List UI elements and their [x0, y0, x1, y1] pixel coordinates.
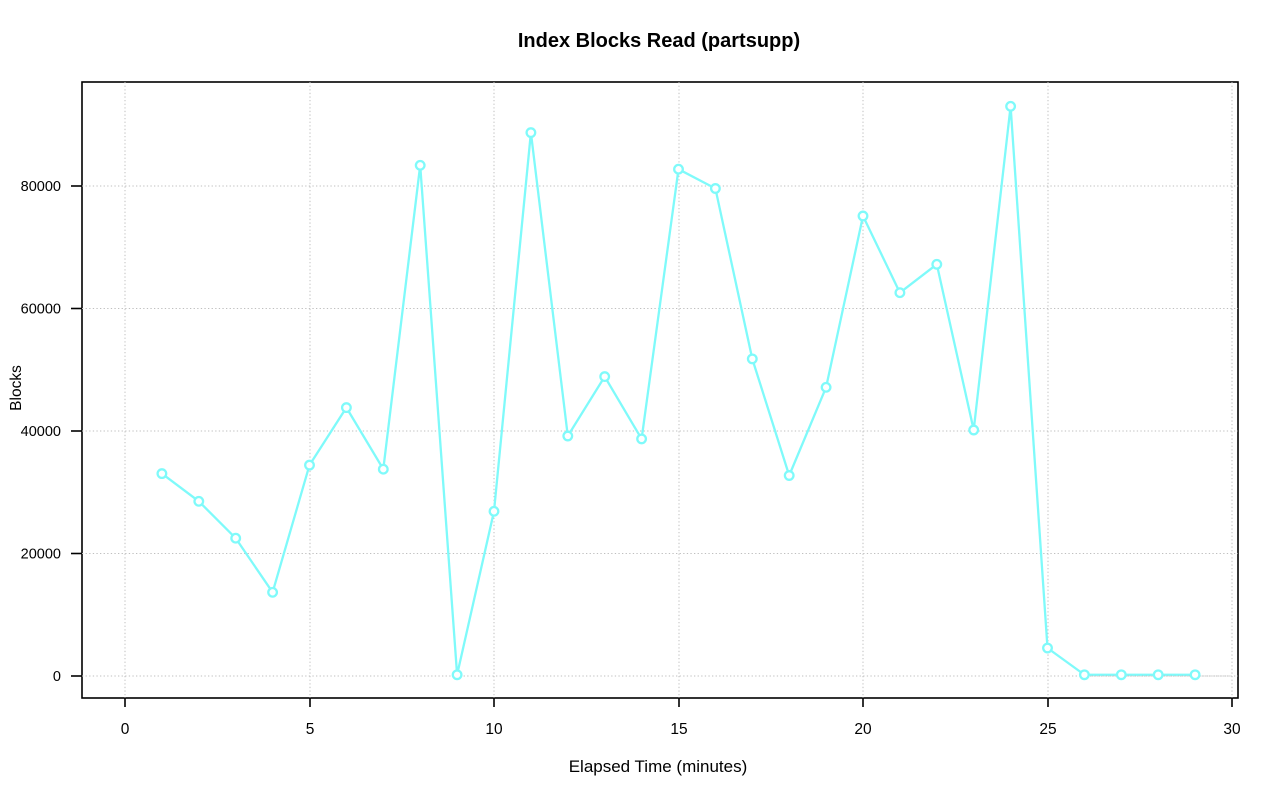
svg-text:5: 5: [306, 721, 315, 738]
svg-text:10: 10: [485, 721, 503, 738]
svg-text:80000: 80000: [21, 179, 61, 195]
svg-text:Index Blocks Read (partsupp): Index Blocks Read (partsupp): [518, 30, 800, 52]
svg-text:60000: 60000: [21, 302, 61, 318]
svg-text:20000: 20000: [21, 547, 61, 563]
svg-text:Elapsed Time (minutes): Elapsed Time (minutes): [569, 757, 748, 776]
svg-text:0: 0: [53, 669, 61, 685]
svg-text:15: 15: [670, 721, 687, 738]
svg-text:Blocks: Blocks: [8, 365, 25, 411]
svg-text:20: 20: [854, 721, 872, 738]
svg-text:0: 0: [121, 721, 130, 738]
svg-text:40000: 40000: [21, 424, 61, 440]
svg-text:25: 25: [1039, 721, 1056, 738]
svg-text:30: 30: [1223, 721, 1241, 738]
